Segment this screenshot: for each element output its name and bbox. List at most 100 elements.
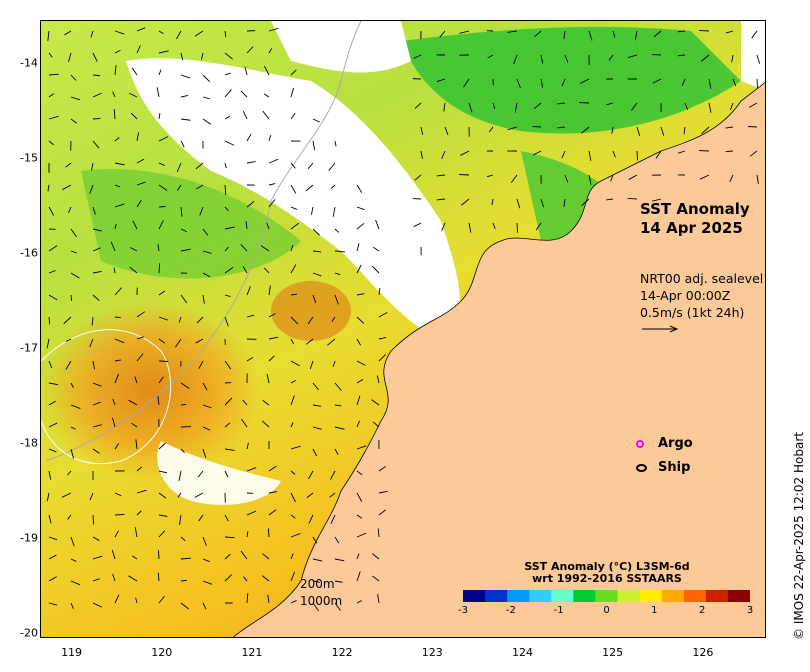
current-vector	[224, 448, 235, 451]
current-vector	[563, 198, 566, 207]
current-vector	[290, 422, 294, 428]
current-vector	[65, 360, 72, 370]
current-vector	[92, 247, 101, 252]
current-vector	[92, 382, 102, 387]
current-vector	[564, 54, 569, 63]
current-vector	[588, 150, 592, 161]
current-vector	[224, 52, 233, 60]
current-vector	[356, 553, 360, 560]
current-vector	[47, 30, 50, 41]
current-vector	[677, 150, 686, 154]
current-vector	[561, 150, 566, 159]
current-vector	[136, 466, 143, 472]
colorbar-segment	[507, 590, 530, 602]
current-vector	[268, 509, 277, 516]
current-vector	[290, 470, 296, 475]
colorbar-tick-label: 1	[651, 605, 658, 616]
current-vector	[268, 355, 275, 362]
current-vector	[378, 509, 386, 516]
current-vector	[683, 126, 686, 135]
current-vector	[312, 140, 316, 151]
current-vector	[136, 510, 142, 516]
scale-arrow-icon	[642, 325, 679, 333]
current-vector	[356, 243, 360, 252]
current-vector	[158, 530, 166, 538]
current-vector	[534, 30, 542, 38]
current-vector	[48, 52, 53, 58]
lon-tick-label: 119	[61, 646, 83, 659]
current-vector	[114, 492, 122, 497]
current-vector	[268, 48, 273, 54]
colorbar-segment	[529, 590, 552, 602]
current-vector	[195, 338, 204, 344]
current-vector	[557, 126, 566, 129]
current-vector	[330, 184, 336, 189]
lon-tick-label: 124	[511, 646, 533, 659]
current-vector	[486, 174, 494, 178]
current-vector	[114, 203, 125, 208]
current-vector	[202, 536, 207, 546]
current-vector	[244, 66, 248, 76]
title-line-2: 14 Apr 2025	[640, 219, 743, 237]
current-vector	[114, 49, 121, 54]
current-vector	[224, 246, 229, 252]
current-vector	[516, 198, 521, 209]
isobath-label-1000m: 1000m	[300, 594, 343, 608]
colorbar-tick-label: -1	[553, 605, 564, 616]
current-vector	[516, 78, 521, 89]
current-vector	[290, 395, 295, 406]
current-vector	[224, 514, 229, 522]
current-vector	[195, 162, 204, 170]
current-vector	[729, 174, 734, 182]
current-vector	[312, 228, 320, 236]
current-vector	[157, 572, 160, 582]
current-vector	[246, 286, 251, 296]
map-area[interactable]	[40, 20, 766, 638]
current-vector	[92, 294, 100, 301]
current-vector	[62, 184, 72, 190]
current-vector	[420, 150, 423, 160]
current-vector	[156, 87, 160, 98]
current-vector	[202, 272, 211, 278]
current-vector	[290, 445, 301, 450]
current-vector	[112, 417, 116, 428]
current-vector	[134, 527, 138, 538]
current-vector	[308, 514, 314, 524]
current-vector	[157, 244, 160, 252]
current-vector	[677, 30, 686, 33]
current-vector	[436, 174, 446, 177]
current-vector	[327, 338, 336, 346]
current-vector	[308, 470, 314, 480]
current-vector	[268, 336, 279, 340]
current-vector	[114, 513, 125, 516]
current-vector	[242, 399, 248, 406]
current-vector	[48, 245, 58, 252]
current-vector	[378, 312, 388, 318]
current-vector	[268, 313, 276, 318]
current-vector	[444, 126, 449, 136]
current-vector	[268, 491, 278, 494]
current-vector	[356, 206, 365, 211]
current-vector	[684, 102, 688, 110]
warm-eddy	[41, 301, 261, 481]
current-vector	[92, 140, 100, 149]
current-vector	[136, 336, 144, 340]
current-vector	[136, 200, 142, 208]
current-vector	[48, 470, 52, 480]
current-vector	[459, 174, 470, 176]
current-vector	[70, 96, 81, 101]
current-vector	[636, 126, 641, 137]
current-vector	[135, 439, 138, 450]
current-vector	[240, 90, 248, 98]
current-vector	[199, 206, 204, 216]
current-vector	[756, 54, 761, 64]
current-vector	[371, 265, 380, 274]
current-vector	[246, 46, 254, 54]
current-vector	[180, 536, 186, 542]
current-vector	[701, 126, 710, 135]
current-vector	[634, 30, 638, 41]
current-vector	[312, 448, 317, 457]
current-vector	[312, 602, 319, 612]
current-vector	[307, 316, 314, 325]
current-vector	[158, 220, 164, 230]
